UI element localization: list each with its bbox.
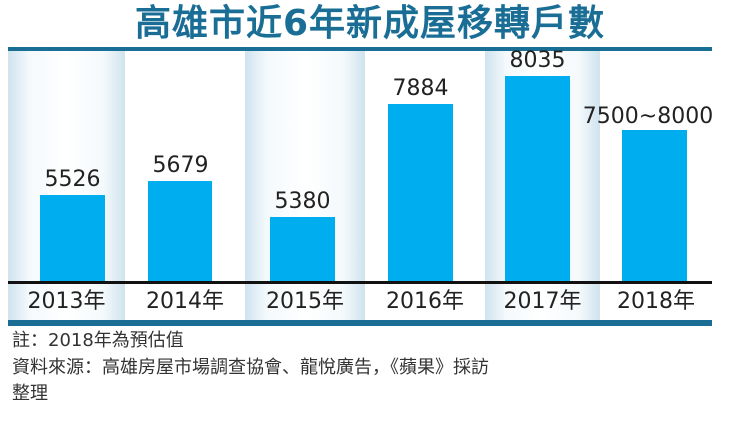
x-axis-baseline (8, 281, 712, 284)
source-note-line1: 資料來源：高雄房屋市場調查協會、龍悅廣告，《蘋果》採訪 (12, 357, 489, 378)
chart-title: 高雄市近6年新成屋移轉戶數 (134, 3, 606, 44)
value-label-2016: 7884 (392, 76, 449, 101)
value-label-2015: 5380 (274, 189, 331, 214)
x-label-2018: 2018年 (617, 289, 695, 314)
plot-area: 5526 5679 5380 7884 8035 7500~8000 (8, 48, 713, 282)
bar-2016 (388, 104, 453, 282)
x-label-2017: 2017年 (485, 284, 600, 320)
value-label-2014: 5679 (152, 153, 209, 178)
x-label-2014: 2014年 (146, 289, 224, 314)
x-label-2015: 2015年 (245, 284, 365, 320)
value-label-2017: 8035 (509, 48, 566, 73)
bar-2013 (40, 195, 105, 282)
x-label-2016: 2016年 (386, 289, 464, 314)
x-axis-labels: 2013年 2014年 2015年 2016年 2017年 2018年 (8, 284, 712, 320)
bar-2015 (270, 217, 335, 282)
bar-2014 (148, 181, 212, 282)
x-label-2013: 2013年 (8, 284, 125, 320)
value-label-2018: 7500~8000 (582, 104, 714, 129)
bar-2017 (505, 76, 570, 282)
bar-2018 (622, 130, 687, 282)
top-rule (8, 47, 712, 51)
bottom-rule (8, 320, 712, 326)
source-note-line2: 整理 (12, 383, 48, 404)
value-label-2013: 5526 (44, 167, 101, 192)
estimate-note: 註：2018年為預估值 (12, 330, 184, 351)
